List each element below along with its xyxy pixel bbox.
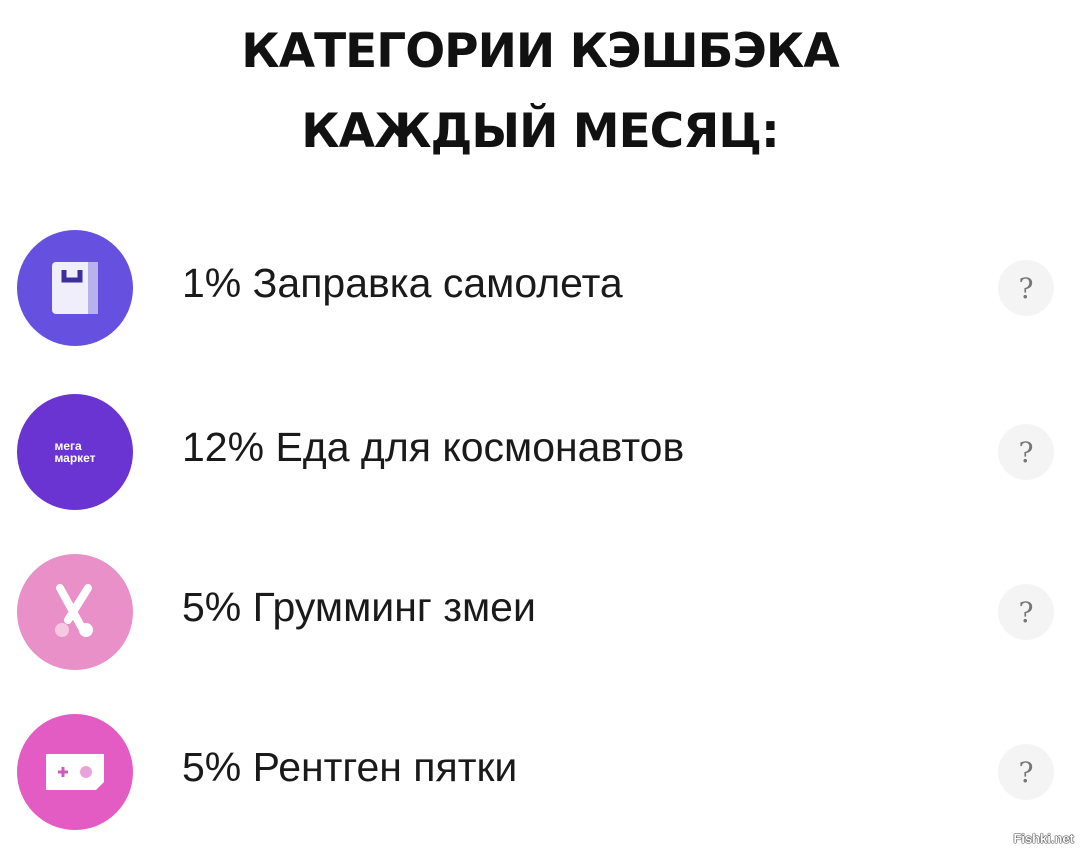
category-row[interactable]: 5% Грумминг змеи ? bbox=[0, 554, 1080, 674]
category-row[interactable]: 5% Рентген пятки ? bbox=[0, 714, 1080, 834]
shopping-bag-icon bbox=[17, 230, 133, 346]
category-row[interactable]: мега маркет 12% Еда для космонавтов ? bbox=[0, 394, 1080, 514]
category-label: 5% Грумминг змеи bbox=[182, 584, 536, 630]
category-label: 12% Еда для космонавтов bbox=[182, 424, 685, 470]
scissors-icon bbox=[17, 554, 133, 670]
help-question-icon[interactable]: ? bbox=[998, 260, 1054, 316]
title-line-2: КАЖДЫЙ МЕСЯЦ: bbox=[301, 104, 780, 159]
category-row[interactable]: 1% Заправка самолета ? bbox=[0, 230, 1080, 350]
watermark: Fishki.net bbox=[1013, 831, 1074, 846]
category-label: 5% Рентген пятки bbox=[182, 744, 518, 790]
page-title: КАТЕГОРИИ КЭШБЭКА КАЖДЫЙ МЕСЯЦ: bbox=[0, 12, 1080, 172]
help-question-icon[interactable]: ? bbox=[998, 424, 1054, 480]
category-label: 1% Заправка самолета bbox=[182, 260, 623, 306]
gamepad-icon bbox=[17, 714, 133, 830]
help-question-icon[interactable]: ? bbox=[998, 744, 1054, 800]
megamarket-logo: мега маркет bbox=[17, 394, 133, 510]
help-question-icon[interactable]: ? bbox=[998, 584, 1054, 640]
title-line-1: КАТЕГОРИИ КЭШБЭКА bbox=[241, 24, 839, 79]
